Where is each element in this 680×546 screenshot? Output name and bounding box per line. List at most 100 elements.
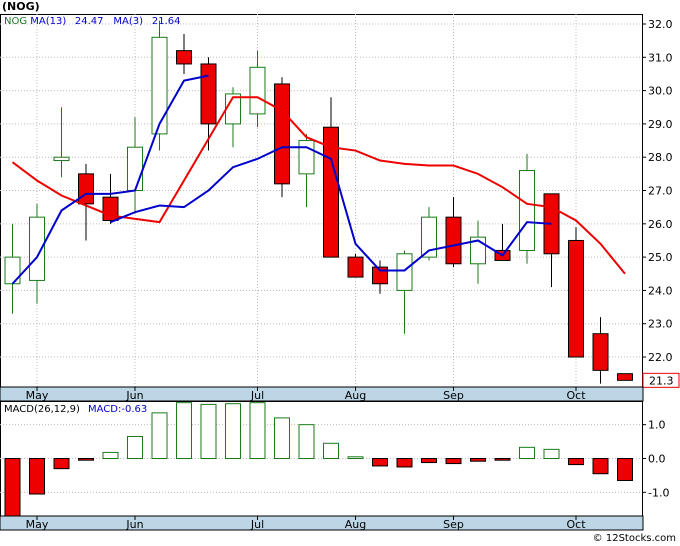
x-tick-label: Aug — [345, 389, 366, 402]
candle-body-down — [323, 126, 339, 258]
candle-body-up — [298, 140, 315, 175]
candle — [421, 207, 437, 261]
candle-body-down — [347, 256, 364, 278]
macd-bar-positive — [176, 402, 192, 459]
candle — [592, 317, 609, 384]
macd-bar-positive — [151, 412, 168, 459]
candle-body-down — [176, 50, 192, 65]
x-tick-label: May — [26, 389, 49, 402]
macd-bar-positive — [323, 442, 339, 460]
last-price-label: 21.3 — [649, 374, 674, 387]
macd-bar-positive — [543, 448, 560, 459]
x-tick-label: Oct — [566, 389, 586, 402]
macd-legend-entry: MACD:-0.63 — [88, 404, 147, 415]
macd-bar-positive — [298, 424, 315, 460]
x-tick-label: Jun — [125, 389, 143, 402]
candle-body-up — [396, 253, 413, 291]
price-tick-label: 31.0 — [648, 51, 673, 64]
price-tick-label: 22.0 — [648, 351, 673, 364]
macd-bar-positive — [274, 417, 290, 460]
macd-bar-negative — [617, 458, 633, 481]
ma3-line-upper — [11, 74, 209, 285]
candle — [176, 33, 192, 74]
legend-entry: 24.47 — [75, 16, 104, 27]
x-tick-label: Jun — [125, 518, 143, 531]
price-tick-label: 27.0 — [648, 185, 673, 198]
last-price-tag — [642, 372, 680, 388]
macd-bar-positive — [347, 456, 364, 460]
candle-body-up — [519, 170, 535, 251]
candle-body-up — [421, 216, 437, 258]
price-tick-label: 24.0 — [648, 284, 673, 297]
x-tick-label: Sep — [443, 389, 464, 402]
candle-body-up — [151, 36, 168, 135]
macd-bar-positive — [200, 403, 217, 459]
candle-body-down — [568, 239, 584, 358]
x-tick-label: Jul — [250, 389, 264, 402]
macd-bar-negative — [53, 458, 70, 470]
legend-entry: NOG — [4, 16, 27, 27]
candle — [249, 50, 266, 128]
macd-bar-positive — [519, 446, 535, 459]
macd-bar-negative — [421, 458, 437, 464]
ma3-line — [110, 146, 552, 272]
price-tick-label: 28.0 — [648, 151, 673, 164]
candle — [200, 57, 217, 151]
price-legend: NOG MA(13) 24.47 MA(3) 21.64 — [4, 16, 181, 27]
macd-panel: -1.0 0.0 1.0 MACD(26,12,9) MACD:-0.63 May Jun J… — [0, 401, 669, 531]
macd-bar-positive — [249, 402, 266, 459]
candle-body-up — [53, 156, 70, 162]
candle — [347, 253, 364, 278]
candle — [323, 97, 339, 258]
candle-body-up — [4, 256, 21, 285]
macd-bar-negative — [78, 458, 94, 461]
price-x-axis-band — [0, 386, 644, 402]
candle-body-up — [127, 146, 143, 192]
candle-body-down — [78, 173, 94, 205]
candle-body-up — [29, 216, 45, 281]
legend-entry: MA(3) — [113, 16, 143, 27]
candle-body-down — [592, 333, 609, 371]
price-panel: (NOG) 22.0 23.0 24.0 25.0 26.0 27.0 28.0 29.0 30.… — [0, 0, 680, 402]
x-tick-label: May — [26, 518, 49, 531]
macd-bar-negative — [568, 458, 584, 466]
candle — [29, 203, 45, 304]
macd-bar-negative — [29, 458, 45, 495]
macd-bar-positive — [102, 451, 119, 460]
price-tick-label: 26.0 — [648, 218, 673, 231]
legend-entry: MA(13) — [30, 16, 66, 27]
candle-body-down — [200, 63, 217, 125]
macd-legend: MACD(26,12,9) MACD:-0.63 — [4, 404, 147, 415]
candle — [151, 20, 168, 151]
price-tick-label: 29.0 — [648, 118, 673, 131]
candle — [568, 227, 584, 358]
macd-x-axis-band — [0, 515, 644, 531]
watermark-text: © 12Stocks.com — [593, 533, 676, 544]
candle — [445, 197, 462, 268]
ma13-line — [11, 96, 626, 275]
candle — [617, 373, 633, 381]
macd-bar-positive — [127, 436, 143, 460]
candle-body-down — [274, 83, 290, 185]
candle — [53, 107, 70, 178]
macd-tick-label: 0.0 — [648, 453, 666, 466]
candle — [396, 250, 413, 334]
macd-bar-negative — [494, 458, 511, 461]
x-tick-label: Aug — [345, 518, 366, 531]
price-tick-label: 32.0 — [648, 18, 673, 31]
x-tick-label: Sep — [443, 518, 464, 531]
candle — [519, 153, 535, 264]
macd-bar-negative — [592, 458, 609, 475]
price-tick-label: 30.0 — [648, 85, 673, 98]
macd-bar-negative — [4, 458, 21, 517]
macd-tick-label: 1.0 — [648, 419, 666, 432]
candle-body-down — [617, 373, 633, 381]
candle — [274, 77, 290, 198]
chart-title: (NOG) — [2, 0, 40, 13]
macd-bar-negative — [470, 458, 486, 462]
x-tick-label: Oct — [566, 518, 586, 531]
macd-tick-label: -1.0 — [648, 486, 669, 499]
macd-bar-negative — [372, 458, 388, 467]
